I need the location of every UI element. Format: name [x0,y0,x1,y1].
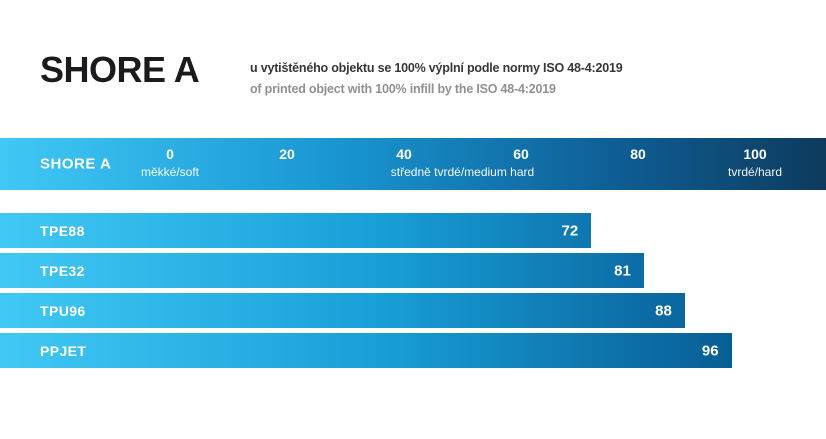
bar-row-tpe88: TPE88 72 [0,213,826,248]
bar-row-ppjet: PPJET 96 [0,333,826,368]
subtitle-line-english: of printed object with 100% infill by th… [250,82,556,96]
bar-chart: TPE88 72 TPE32 81 TPU96 88 PPJET 96 [0,213,826,373]
subtitle-line-czech: u vytištěného objektu se 100% výplní pod… [250,61,623,75]
axis-tick-80: 80 [630,146,646,162]
axis-sublabel: měkké/soft [140,165,200,179]
bar-tpe32: TPE32 81 [0,253,644,288]
axis-tick-100: 100 [743,146,767,162]
bar-value: 72 [561,222,579,239]
bar-ppjet: PPJET 96 [0,333,732,368]
axis-tick-0: 0 [166,146,174,162]
bar-label: PPJET [40,342,87,359]
bar-value: 88 [655,302,672,319]
axis-sublabel: středně tvrdé/medium hard [390,165,535,179]
scale-band-label: SHORE A [40,155,112,173]
axis-sublabel: tvrdé/hard [727,165,783,179]
axis-tick-20: 20 [279,146,295,162]
bar-label: TPU96 [40,302,86,319]
page-title: SHORE A [40,49,200,90]
bar-tpu96: TPU96 88 [0,293,685,328]
axis-tick-60: 60 [513,146,529,162]
scale-header-band: SHORE A 0 20 40 60 80 100 měkké/soft středně tv… [0,138,826,190]
bar-row-tpu96: TPU96 88 [0,293,826,328]
subtitle: u vytištěného objektu se 100% výplní pod… [250,58,623,100]
bar-tpe88: TPE88 72 [0,213,592,248]
bar-label: TPE32 [40,262,85,279]
bar-label: TPE88 [40,222,85,239]
axis-tick-40: 40 [396,146,412,162]
bar-row-tpe32: TPE32 81 [0,253,826,288]
bar-value: 96 [701,342,719,359]
bar-value: 81 [614,262,631,279]
